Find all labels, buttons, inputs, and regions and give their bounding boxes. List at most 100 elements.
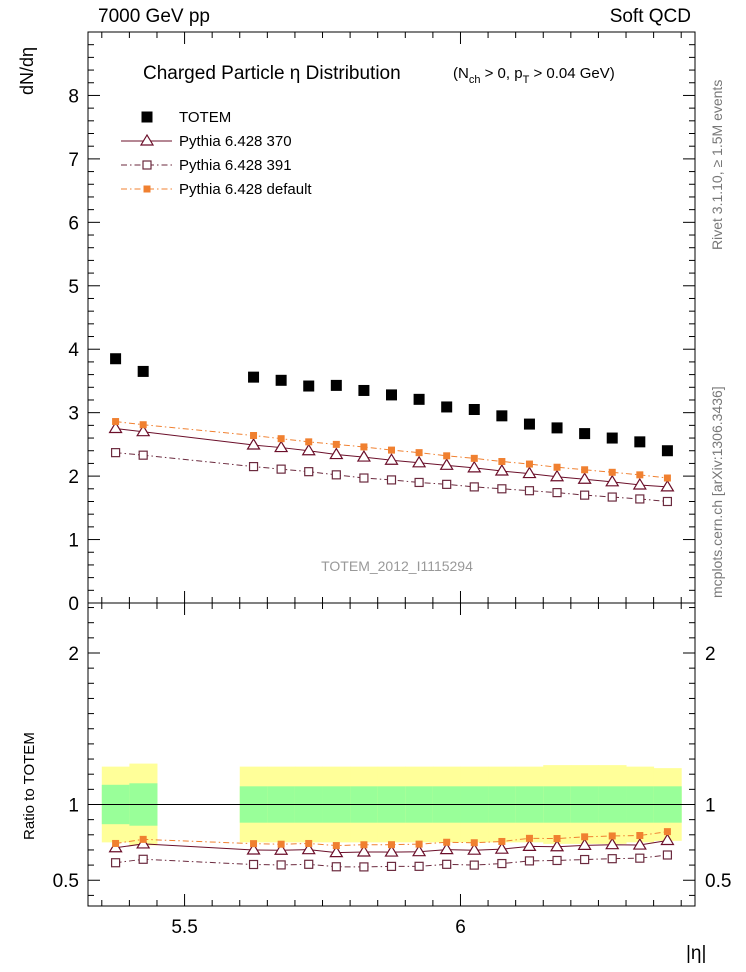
y-tick-label: 5	[68, 277, 79, 298]
series-2-point	[497, 484, 507, 494]
series-2-point	[580, 490, 590, 500]
series-2-ratio-point	[276, 860, 286, 870]
series-1-point	[577, 472, 592, 484]
series-3-point	[525, 460, 533, 468]
series-3-ratio-point	[277, 840, 285, 848]
series-3-ratio-line	[115, 831, 668, 847]
series-2-point	[552, 488, 562, 498]
legend-marker-0	[141, 111, 153, 123]
series-1-ratio-point	[274, 843, 289, 855]
series-0-point	[661, 445, 673, 457]
series-3-ratio-point	[112, 839, 120, 847]
series-0-point	[358, 384, 370, 396]
series-3-point	[663, 474, 671, 482]
series-0-point	[137, 365, 149, 377]
series-0-point	[523, 418, 535, 430]
series-2-ratio-point	[552, 855, 562, 866]
series-0-point	[496, 410, 508, 422]
ratio-tick-label-right: 0.5	[705, 871, 731, 892]
series-2-point	[635, 494, 645, 504]
cut-part-4: T	[523, 74, 530, 86]
series-3-ratio-point	[305, 839, 313, 847]
series-3-point	[305, 438, 313, 446]
series-1-point	[632, 477, 647, 490]
series-2-point	[304, 467, 314, 477]
series-3-point	[553, 463, 561, 471]
chart-title-cut: (Nch > 0, pT > 0.04 GeV)	[453, 65, 615, 86]
ratio-tick-label: 1	[68, 795, 79, 816]
legend-label-0: TOTEM	[179, 109, 231, 126]
series-3-ratio-point	[388, 841, 395, 849]
series-2-point	[138, 450, 148, 460]
series-3-ratio-point	[498, 837, 506, 845]
series-3-ratio-point	[470, 839, 478, 847]
legend-label-2: Pythia 6.428 391	[179, 157, 292, 174]
y-tick-label: 4	[68, 340, 79, 361]
ratio-tick-label-right: 1	[705, 795, 716, 816]
x-axis-label: |η|	[686, 943, 706, 964]
series-3-ratio-point	[360, 841, 368, 849]
series-3-point	[581, 466, 589, 474]
series-2-point	[469, 482, 479, 492]
series-1-ratio-point	[660, 833, 675, 846]
series-2-ratio-point	[386, 861, 397, 871]
series-2-ratio-point	[635, 853, 645, 863]
series-0-point	[248, 371, 260, 383]
series-2-ratio-point	[580, 854, 590, 865]
series-3-point	[139, 421, 147, 429]
series-2-ratio-point	[110, 858, 121, 868]
series-1-point	[246, 437, 261, 450]
y-tick-label: 1	[68, 531, 79, 552]
series-3-point	[112, 418, 120, 426]
series-1-ratio-point	[412, 844, 427, 857]
ratio-series-marks	[108, 828, 675, 872]
series-3-ratio-point	[415, 840, 423, 848]
series-1-point	[108, 421, 123, 434]
series-1-point	[660, 479, 675, 492]
series-1-point	[301, 443, 316, 456]
chart-title: Charged Particle η Distribution	[143, 63, 401, 84]
y-axis-label: dN/dη	[17, 47, 37, 95]
series-1-ratio-point	[522, 839, 537, 851]
series-1-ratio-point	[356, 844, 371, 857]
series-3-point	[636, 471, 644, 479]
series-2-ratio-point	[469, 860, 479, 870]
series-0-point	[441, 401, 453, 413]
series-1-line	[115, 428, 668, 488]
series-0-point	[413, 393, 425, 405]
legend-label-1: Pythia 6.428 370	[179, 133, 292, 150]
cut-part-2: ch	[469, 74, 481, 86]
series-2-ratio-point	[442, 859, 452, 869]
series-0-point	[579, 428, 591, 440]
y-tick-label: 0	[68, 594, 79, 615]
series-3-ratio-point	[443, 838, 451, 846]
series-marks	[108, 353, 675, 507]
series-1-point	[605, 474, 620, 487]
cut-part-5: > 0.04 GeV)	[529, 65, 614, 82]
mcplots-label: mcplots.cern.ch [arXiv:1306.3436]	[709, 386, 725, 598]
series-2-ratio-point	[414, 861, 424, 871]
series-1-ratio-point	[384, 844, 399, 857]
series-1-point	[494, 463, 509, 476]
series-1-point	[467, 460, 482, 473]
ratio-bands	[88, 763, 695, 846]
ratio-panel-frame	[87, 602, 696, 907]
series-2-ratio-point	[497, 858, 507, 869]
series-3-ratio-point	[663, 828, 671, 836]
series-3-ratio-point	[139, 835, 147, 843]
y-tick-label: 6	[68, 213, 79, 234]
ratio-tick-label: 0.5	[53, 871, 79, 892]
series-1-ratio-point	[549, 839, 565, 852]
ratio-tick-label: 2	[68, 644, 79, 665]
series-1-point	[136, 424, 151, 437]
x-tick-label: 6	[455, 917, 466, 938]
series-1-point	[356, 449, 371, 462]
series-2-ratio-point	[607, 854, 617, 864]
ratio-tick-label-right: 2	[705, 644, 716, 665]
series-1-point	[522, 466, 537, 479]
series-3-point	[388, 446, 395, 454]
axes-ticks: 0 1 2 3 4 5 6 7 8 5.5 6 0.5 0.5 1 1 2 2	[53, 32, 731, 938]
legend-marker-3	[143, 185, 151, 193]
legend-label-3: Pythia 6.428 default	[179, 181, 312, 198]
series-3-point	[332, 440, 340, 448]
